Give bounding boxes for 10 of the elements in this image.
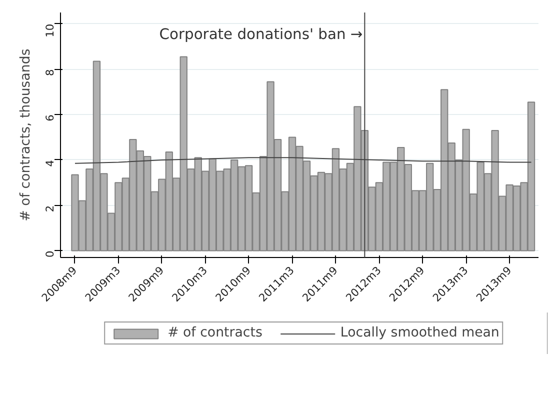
y-tick-label: 8: [44, 68, 56, 76]
legend-label: Locally smoothed mean: [340, 326, 500, 340]
y-tick-label: 10: [44, 24, 56, 38]
legend-label: # of contracts: [168, 326, 262, 340]
y-tick-label: 0: [44, 250, 56, 258]
y-tick-label: 4: [44, 160, 56, 167]
y-tick-label: 6: [44, 114, 56, 122]
y-tick-label: 2: [44, 205, 56, 212]
ref-line-label: Corporate donations' ban →: [159, 26, 363, 44]
y-axis-title: # of contracts, thousands: [18, 48, 34, 222]
